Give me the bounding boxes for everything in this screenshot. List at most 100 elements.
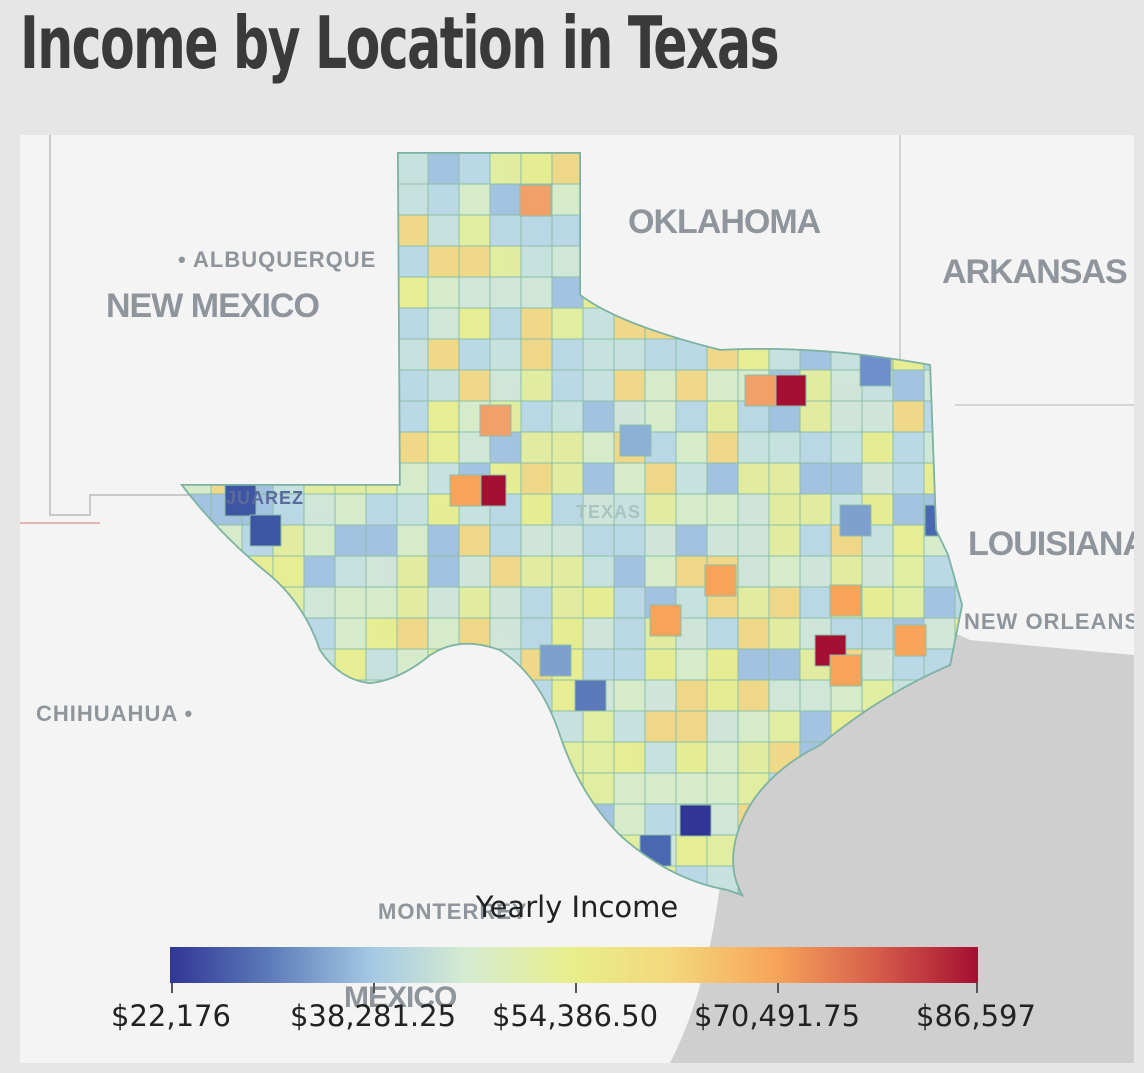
county-cell[interactable] — [644, 276, 677, 309]
county-cell[interactable] — [334, 772, 367, 805]
county-cell[interactable] — [489, 214, 522, 247]
county-cell[interactable] — [458, 338, 491, 371]
county-cell[interactable] — [303, 462, 336, 495]
county-cell[interactable] — [520, 338, 553, 371]
county-cell[interactable] — [892, 586, 925, 619]
county-cell[interactable] — [520, 834, 553, 867]
county-cell[interactable] — [458, 431, 491, 464]
county-cell[interactable] — [272, 772, 305, 805]
county-cell[interactable] — [489, 369, 522, 402]
county-cell[interactable] — [737, 555, 770, 588]
county-cell[interactable] — [861, 153, 894, 185]
county-cell[interactable] — [551, 245, 584, 278]
county-cell[interactable] — [768, 462, 801, 495]
county-cell[interactable] — [241, 431, 274, 464]
county-cell[interactable] — [706, 772, 739, 805]
county-cell[interactable] — [489, 183, 522, 216]
county-cell[interactable] — [180, 834, 212, 867]
county-cell[interactable] — [830, 462, 863, 495]
county-cell[interactable] — [551, 462, 584, 495]
county-cell[interactable] — [520, 400, 553, 433]
county-cell[interactable] — [520, 741, 553, 774]
county-cell[interactable] — [861, 400, 894, 433]
county-cell[interactable] — [706, 679, 739, 712]
county-cell[interactable] — [954, 183, 986, 216]
county-cell[interactable] — [334, 710, 367, 743]
county-cell[interactable] — [458, 648, 491, 681]
county-cell[interactable] — [458, 276, 491, 309]
county-cell[interactable] — [675, 276, 708, 309]
county-cell[interactable] — [551, 431, 584, 464]
county-cell[interactable] — [489, 153, 522, 185]
county-cell[interactable] — [489, 834, 522, 867]
county-cell[interactable] — [365, 679, 398, 712]
county-cell[interactable] — [551, 369, 584, 402]
county-cell[interactable] — [303, 431, 336, 464]
county-cell[interactable] — [520, 153, 553, 185]
county-cell[interactable] — [334, 555, 367, 588]
county-cell[interactable] — [520, 276, 553, 309]
county-cell[interactable] — [272, 400, 305, 433]
county-cell[interactable] — [334, 462, 367, 495]
county-cell[interactable] — [427, 369, 460, 402]
county-cell[interactable] — [644, 462, 677, 495]
county-cell[interactable] — [613, 555, 646, 588]
county-cell[interactable] — [396, 555, 429, 588]
county-cell[interactable] — [427, 307, 460, 340]
county-cell[interactable] — [427, 338, 460, 371]
county-cell[interactable] — [644, 307, 677, 340]
county-cell[interactable] — [272, 214, 305, 247]
county-cell[interactable] — [613, 617, 646, 650]
county-cell[interactable] — [923, 617, 956, 650]
county-cell[interactable] — [489, 276, 522, 309]
county-cell[interactable] — [458, 524, 491, 557]
county-cell[interactable] — [334, 834, 367, 867]
county-cell[interactable] — [799, 153, 832, 185]
county-cell[interactable] — [180, 772, 212, 805]
county-cell[interactable] — [241, 741, 274, 774]
county-cell[interactable] — [582, 710, 615, 743]
county-cell[interactable] — [334, 214, 367, 247]
county-cell[interactable] — [923, 183, 956, 216]
county-cell[interactable] — [396, 803, 429, 836]
county-cell[interactable] — [458, 803, 491, 836]
county-cell[interactable] — [829, 654, 862, 687]
county-cell[interactable] — [334, 493, 367, 526]
county-cell[interactable] — [427, 834, 460, 867]
county-cell[interactable] — [799, 307, 832, 340]
county-cell[interactable] — [303, 772, 336, 805]
county-cell[interactable] — [737, 679, 770, 712]
county-cell[interactable] — [551, 153, 584, 185]
county-cell[interactable] — [644, 153, 677, 185]
county-cell[interactable] — [768, 679, 801, 712]
county-cell[interactable] — [768, 648, 801, 681]
county-cell[interactable] — [303, 338, 336, 371]
county-cell[interactable] — [892, 276, 925, 309]
county-cell[interactable] — [706, 648, 739, 681]
county-cell[interactable] — [706, 338, 739, 371]
county-cell[interactable] — [706, 524, 739, 557]
county-cell[interactable] — [396, 462, 429, 495]
county-cell[interactable] — [427, 183, 460, 216]
county-cell[interactable] — [210, 710, 243, 743]
county-cell[interactable] — [489, 245, 522, 278]
county-cell[interactable] — [737, 338, 770, 371]
map-panel[interactable]: OKLAHOMA ARKANSAS NEW MEXICO • ALBUQUERQ… — [20, 135, 1134, 1063]
county-cell[interactable] — [830, 400, 863, 433]
county-cell[interactable] — [458, 555, 491, 588]
county-cell[interactable] — [574, 679, 607, 712]
county-cell[interactable] — [334, 307, 367, 340]
county-cell[interactable] — [861, 214, 894, 247]
county-cell[interactable] — [427, 276, 460, 309]
county-cell[interactable] — [923, 462, 956, 495]
county-cell[interactable] — [619, 424, 652, 457]
county-cell[interactable] — [365, 772, 398, 805]
county-cell[interactable] — [210, 431, 243, 464]
county-cell[interactable] — [210, 741, 243, 774]
county-cell[interactable] — [427, 772, 460, 805]
county-cell[interactable] — [768, 586, 801, 619]
county-cell[interactable] — [706, 153, 739, 185]
county-cell[interactable] — [241, 834, 274, 867]
county-cell[interactable] — [644, 555, 677, 588]
county-cell[interactable] — [644, 741, 677, 774]
